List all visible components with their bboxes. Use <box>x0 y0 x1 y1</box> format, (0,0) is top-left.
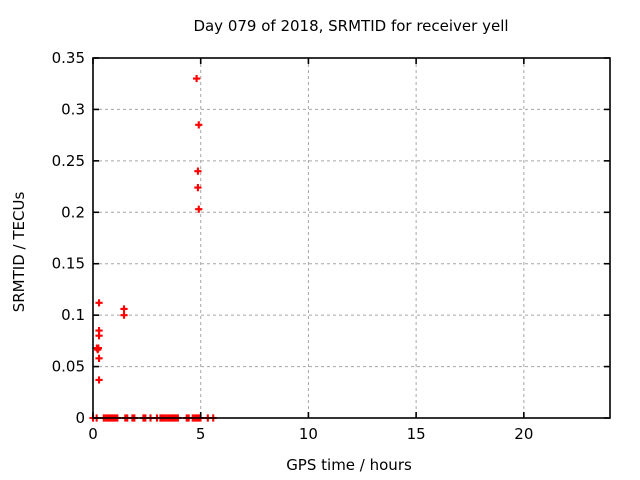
x-tick-label: 15 <box>407 425 426 443</box>
x-tick-label: 10 <box>299 425 318 443</box>
x-axis-label: GPS time / hours <box>286 456 412 474</box>
data-point-marker <box>95 376 103 384</box>
y-tick-label: 0.3 <box>61 100 85 118</box>
data-point-marker <box>195 121 203 129</box>
x-tick-label: 20 <box>514 425 533 443</box>
data-point-marker <box>193 74 201 83</box>
y-tick-label: 0.15 <box>52 255 85 273</box>
data-point-marker <box>95 299 103 307</box>
y-tick-label: 0.1 <box>61 306 85 324</box>
data-point-marker <box>95 332 103 340</box>
y-tick-label: 0.2 <box>61 203 85 221</box>
data-point-marker <box>194 167 202 175</box>
data-point-marker <box>194 184 202 192</box>
plot-border <box>92 57 611 419</box>
data-point-marker <box>120 305 128 313</box>
y-tick-label: 0.35 <box>52 49 85 67</box>
y-tick-label: 0 <box>75 409 85 427</box>
data-point-marker <box>95 354 103 362</box>
chart-title: Day 079 of 2018, SRMTID for receiver yel… <box>193 17 508 35</box>
data-point-marker <box>94 346 102 354</box>
y-tick-label: 0.25 <box>52 152 85 170</box>
x-tick-label: 5 <box>196 425 206 443</box>
data-point-marker <box>120 311 128 319</box>
data-point-marker <box>195 205 203 213</box>
x-tick-label: 0 <box>88 425 98 443</box>
y-tick-label: 0.05 <box>52 358 85 376</box>
y-axis-label: SRMTID / TECUs <box>10 192 28 313</box>
